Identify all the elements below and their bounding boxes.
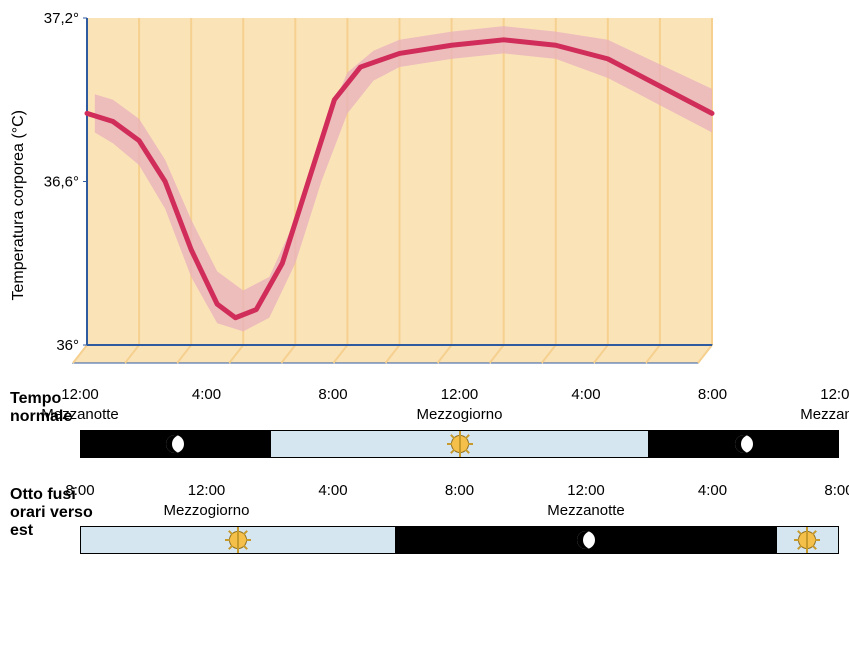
normal-daynight-bar: [80, 430, 839, 458]
normal-tick-labels: 12:00Mezzanotte4:008:0012:00Mezzogiorno4…: [80, 386, 839, 430]
moon-icon: [577, 531, 595, 549]
svg-text:37,2°: 37,2°: [44, 10, 79, 27]
day-segment: [80, 526, 396, 554]
svg-text:36,6°: 36,6°: [44, 174, 79, 191]
shifted-daynight-bar: [80, 526, 839, 554]
night-segment: [649, 430, 839, 458]
day-segment: [270, 430, 650, 458]
sun-icon: [229, 531, 247, 549]
sun-icon: [451, 435, 469, 453]
moon-icon: [166, 435, 184, 453]
moon-icon: [735, 435, 753, 453]
night-segment: [80, 430, 270, 458]
temperature-chart: 36° 36,6° 37,2°: [32, 10, 722, 392]
y-axis-label: Temperatura corporea (°C): [10, 110, 28, 300]
day-segment: [776, 526, 839, 554]
svg-text:36°: 36°: [56, 337, 79, 354]
shifted-tick-labels: 8:0012:00Mezzogiorno4:008:0012:00Mezzano…: [80, 482, 839, 526]
night-segment: [396, 526, 776, 554]
sun-icon: [798, 531, 816, 549]
